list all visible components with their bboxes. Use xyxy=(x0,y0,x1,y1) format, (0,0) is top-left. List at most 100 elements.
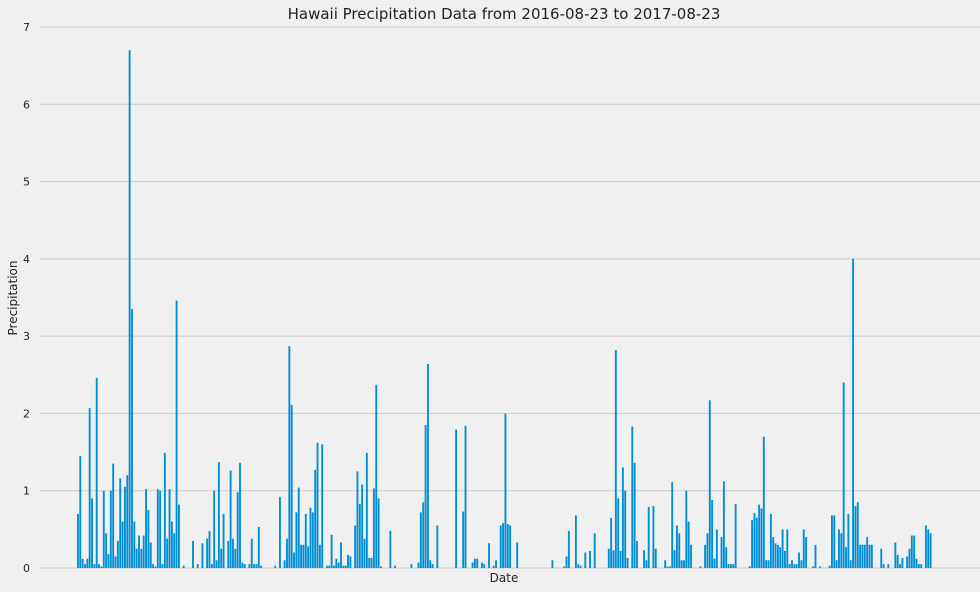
precipitation-bar xyxy=(765,560,768,568)
precipitation-bar xyxy=(896,554,899,568)
precipitation-bar xyxy=(328,565,331,568)
precipitation-bar xyxy=(845,547,847,568)
precipitation-bar xyxy=(614,350,617,568)
precipitation-bar xyxy=(389,530,392,568)
precipitation-bar xyxy=(708,400,711,568)
precipitation-bar xyxy=(760,508,763,568)
precipitation-bar xyxy=(793,564,796,568)
precipitation-bar xyxy=(370,557,373,568)
y-tick-label: 0 xyxy=(23,562,30,575)
precipitation-bar xyxy=(769,513,772,568)
precipitation-bar xyxy=(126,475,129,568)
precipitation-bar xyxy=(720,537,723,568)
precipitation-bar xyxy=(241,562,244,568)
precipitation-bar xyxy=(910,535,913,568)
precipitation-bar xyxy=(502,523,505,568)
precipitation-bar xyxy=(318,544,321,568)
precipitation-bar xyxy=(288,346,291,568)
precipitation-bar xyxy=(105,533,108,568)
precipitation-bar xyxy=(314,469,317,568)
precipitation-bar xyxy=(210,564,213,568)
precipitation-bar xyxy=(894,542,897,568)
precipitation-bar xyxy=(138,535,140,568)
precipitation-bar xyxy=(361,484,364,568)
precipitation-bar xyxy=(473,558,476,568)
precipitation-bar xyxy=(924,525,927,568)
precipitation-bar xyxy=(699,566,702,568)
precipitation-bar xyxy=(279,496,281,568)
precipitation-bar xyxy=(215,560,218,568)
precipitation-bar xyxy=(354,525,357,568)
precipitation-bar xyxy=(182,565,185,568)
precipitation-bar xyxy=(626,557,629,568)
precipitation-bar xyxy=(917,564,920,568)
precipitation-bar xyxy=(516,542,519,568)
y-tick-label: 2 xyxy=(23,407,30,420)
precipitation-bar xyxy=(755,517,758,568)
precipitation-bar xyxy=(929,533,932,568)
precipitation-bar xyxy=(856,502,859,568)
precipitation-bar xyxy=(798,552,800,568)
precipitation-bar xyxy=(671,482,674,568)
precipitation-bar xyxy=(729,564,732,568)
precipitation-bar xyxy=(286,538,288,568)
precipitation-bar xyxy=(675,525,678,568)
precipitation-bar xyxy=(365,452,368,568)
precipitation-bar xyxy=(239,462,241,568)
precipitation-bar xyxy=(866,537,869,568)
precipitation-bar xyxy=(368,557,371,568)
precipitation-bar xyxy=(170,521,173,568)
precipitation-bar xyxy=(77,513,79,568)
precipitation-bar xyxy=(678,533,681,568)
precipitation-bar xyxy=(349,556,352,568)
precipitation-bar xyxy=(116,540,119,568)
precipitation-bar xyxy=(722,481,725,568)
precipitation-bar xyxy=(781,529,784,568)
precipitation-bar xyxy=(98,564,101,568)
precipitation-bar xyxy=(577,564,580,568)
y-tick-labels: 0 1 2 3 4 5 6 7 xyxy=(23,21,30,575)
y-tick-label: 7 xyxy=(23,21,30,34)
precipitation-bar xyxy=(838,529,840,568)
precipitation-bar xyxy=(607,548,610,568)
precipitation-bar xyxy=(175,300,178,568)
precipitation-bar xyxy=(410,564,413,568)
precipitation-bar xyxy=(774,543,777,568)
precipitation-bar xyxy=(147,510,150,568)
precipitation-bar xyxy=(375,384,378,568)
precipitation-bar xyxy=(831,515,833,568)
precipitation-bar xyxy=(617,498,620,568)
precipitation-bar xyxy=(802,529,805,568)
precipitation-bar xyxy=(93,564,96,568)
precipitation-bar xyxy=(213,490,216,568)
precipitation-bar xyxy=(779,547,782,568)
precipitation-bar xyxy=(899,564,901,568)
precipitation-bar xyxy=(250,538,253,568)
precipitation-bar xyxy=(304,513,307,568)
precipitation-bar xyxy=(499,525,502,568)
precipitation-bar xyxy=(316,442,319,568)
precipitation-bar xyxy=(234,548,237,568)
precipitation-bar xyxy=(295,512,298,568)
precipitation-bar xyxy=(114,556,117,568)
precipitation-bar xyxy=(100,566,103,568)
precipitation-bar xyxy=(166,538,169,568)
precipitation-bar xyxy=(734,503,737,568)
precipitation-bar xyxy=(690,544,692,568)
precipitation-bar xyxy=(887,564,890,568)
precipitation-bar xyxy=(579,565,582,568)
precipitation-bar xyxy=(664,560,667,568)
precipitation-bar xyxy=(786,529,789,568)
precipitation-bar xyxy=(784,551,786,568)
precipitation-bar xyxy=(504,413,507,568)
precipitation-bar xyxy=(612,550,615,568)
precipitation-bar xyxy=(506,523,509,568)
precipitation-bar xyxy=(86,558,89,568)
precipitation-bar xyxy=(135,548,138,568)
precipitation-bar xyxy=(908,548,911,568)
precipitation-bar xyxy=(309,507,312,568)
precipitation-bar xyxy=(565,556,568,568)
precipitation-bar xyxy=(300,544,303,568)
precipitation-bar xyxy=(363,538,366,568)
precipitation-bar xyxy=(426,363,429,568)
